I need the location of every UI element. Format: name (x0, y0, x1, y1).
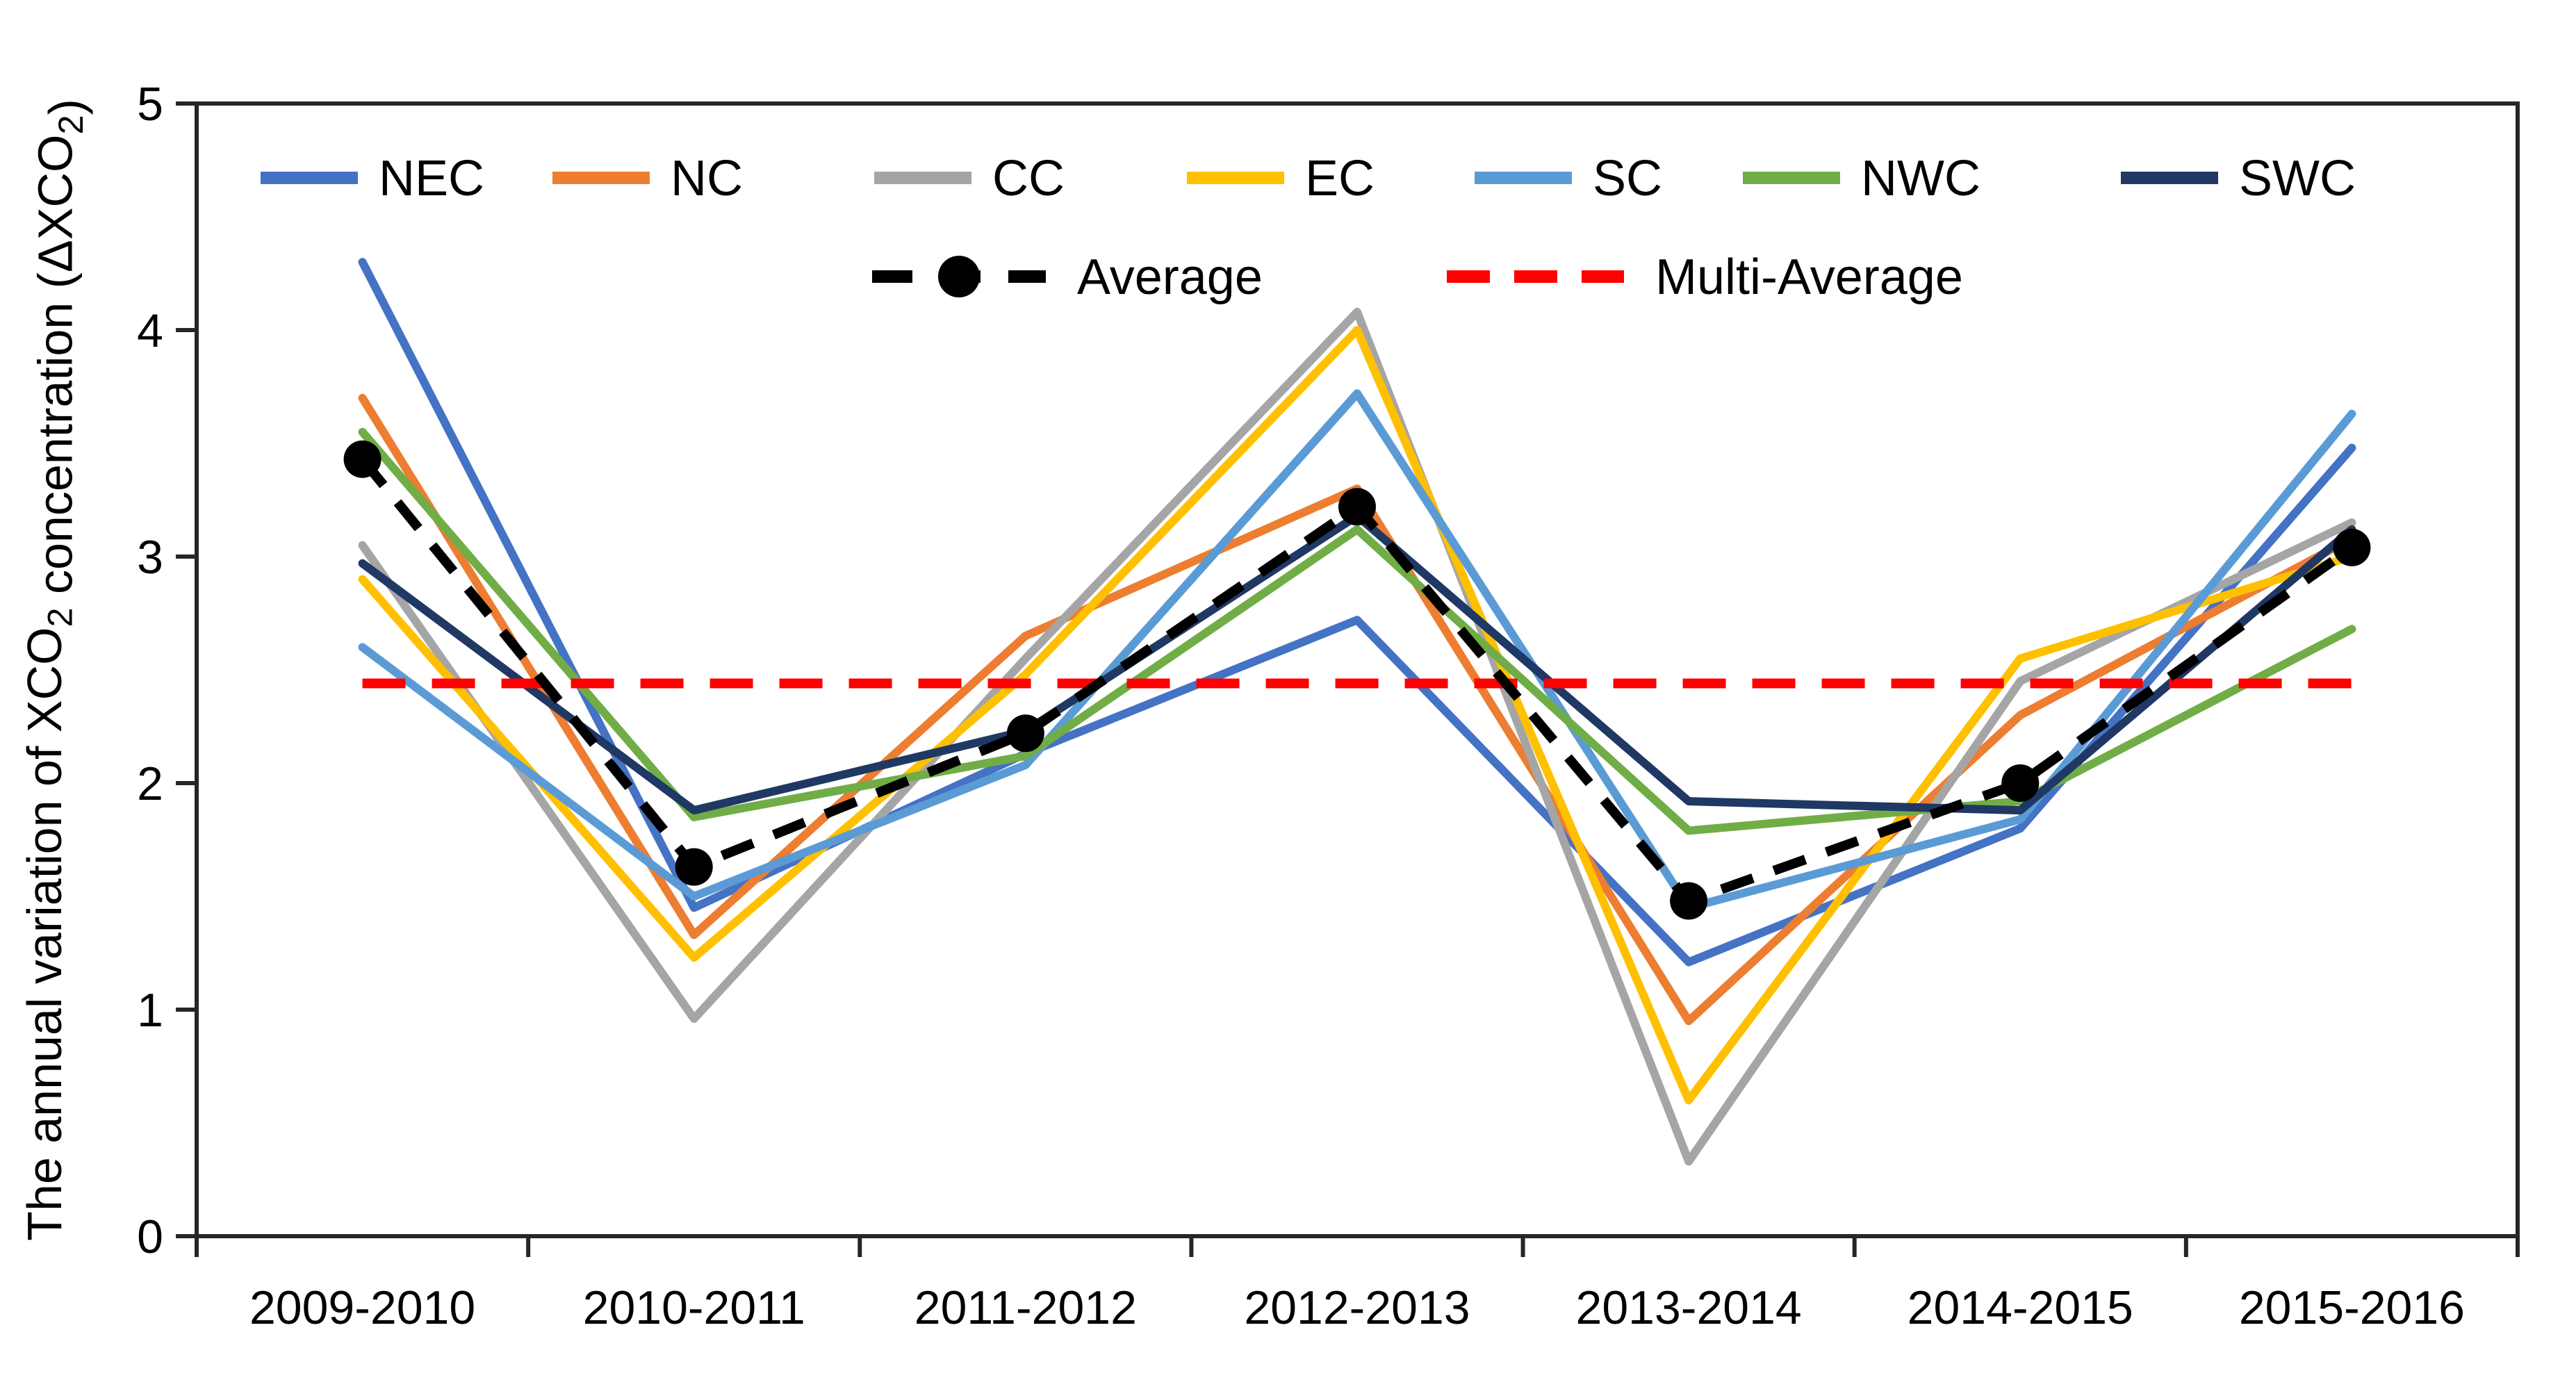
average-marker (1006, 714, 1044, 753)
average-marker (343, 440, 382, 478)
average-marker (1670, 882, 1708, 920)
legend-label-nec: NEC (379, 151, 484, 206)
legend-label-sc: SC (1593, 151, 1662, 206)
y-axis-tick-label: 3 (137, 531, 163, 584)
x-axis-tick-label: 2014-2015 (1908, 1281, 2133, 1334)
y-axis-tick-label: 1 (137, 984, 163, 1037)
legend-label-multi-average: Multi-Average (1655, 249, 1963, 305)
series-line-sc (358, 389, 2356, 912)
y-axis-tick-label: 4 (137, 304, 163, 357)
legend-label-cc: CC (992, 151, 1065, 206)
x-axis-tick-label: 2011-2012 (914, 1281, 1137, 1334)
x-axis-tick-label: 2015-2016 (2239, 1281, 2465, 1334)
legend-label-swc: SWC (2239, 151, 2356, 206)
average-marker (675, 848, 713, 886)
legend-label-ec: EC (1305, 151, 1375, 206)
series-line-nec (358, 258, 2356, 967)
x-axis-tick-label: 2010-2011 (583, 1281, 805, 1334)
y-axis-tick-label: 2 (137, 757, 163, 810)
y-axis-tick-label: 5 (137, 78, 163, 131)
average-marker (2333, 528, 2371, 566)
series-line-ec (358, 326, 2356, 1105)
series-line-cc (358, 307, 2356, 1166)
x-axis-tick-label: 2013-2014 (1576, 1281, 1802, 1334)
plot-border (195, 101, 2520, 1238)
legend-label-average: Average (1077, 249, 1263, 305)
y-axis-tick-label: 0 (137, 1210, 163, 1263)
legend-label-nc: NC (671, 151, 743, 206)
legend-marker-average (938, 256, 980, 297)
legend-label-nwc: NWC (1861, 151, 1980, 206)
average-marker (2001, 764, 2040, 802)
x-axis-tick-label: 2012-2013 (1244, 1281, 1470, 1334)
x-axis-tick-label: 2009-2010 (249, 1281, 475, 1334)
average-marker (1338, 488, 1376, 526)
y-axis-title: The annual variation of XCO2 concentrati… (17, 99, 93, 1241)
